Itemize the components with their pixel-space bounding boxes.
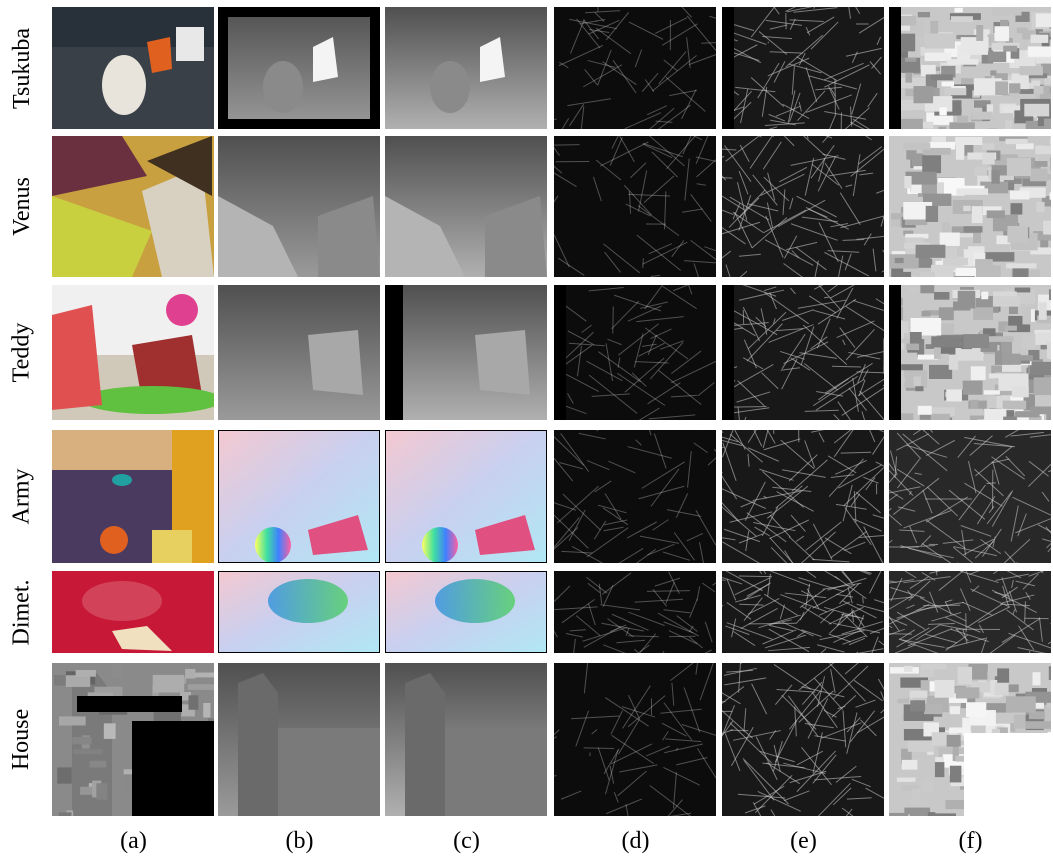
panel-image [889, 7, 1051, 129]
panel-image [554, 571, 716, 653]
error-map-panel-house [554, 663, 716, 816]
error-map-panel-dimet [554, 571, 716, 653]
panel-image [218, 663, 380, 816]
estimate-panel-tsukuba [385, 7, 547, 129]
row-label-text: Dimet. [8, 579, 35, 645]
row-label-text: Tsukuba [8, 27, 35, 109]
panel-image [385, 285, 547, 420]
error-map-panel-house [889, 663, 1051, 816]
column-label: (e) [790, 828, 817, 854]
error-map-panel-venus [889, 136, 1051, 277]
row-label-teddy: Teddy [0, 285, 44, 420]
panel-image [554, 136, 716, 277]
panel-image [385, 136, 547, 277]
input-image-panel-teddy [52, 285, 214, 420]
error-map-panel-teddy [722, 285, 884, 420]
panel-image [889, 430, 1051, 563]
panel-image [52, 430, 214, 563]
error-map-panel-tsukuba [722, 7, 884, 129]
row-label-venus: Venus [0, 136, 44, 277]
panel-image [385, 7, 547, 129]
row-label-dimet: Dimet. [0, 571, 44, 653]
panel-image [218, 571, 380, 653]
row-label-text: Venus [8, 177, 35, 236]
panel-image [385, 571, 547, 653]
row-label-house: House [0, 663, 44, 816]
input-image-panel-dimet [52, 571, 214, 653]
row-label-tsukuba: Tsukuba [0, 7, 44, 129]
panel-image [889, 571, 1051, 653]
estimate-panel-venus [385, 136, 547, 277]
input-image-panel-venus [52, 136, 214, 277]
panel-image [722, 663, 884, 816]
panel-image [554, 285, 716, 420]
column-label: (d) [621, 828, 650, 854]
panel-image [722, 430, 884, 563]
panel-image [52, 571, 214, 653]
row-label-army: Army [0, 430, 44, 563]
estimate-panel-army [385, 430, 547, 563]
column-label: (b) [285, 828, 314, 854]
estimate-panel-teddy [385, 285, 547, 420]
row-label-text: Army [8, 468, 35, 525]
ground-truth-panel-dimet [218, 571, 380, 653]
input-image-panel-army [52, 430, 214, 563]
panel-image [218, 7, 380, 129]
error-map-panel-army [554, 430, 716, 563]
error-map-panel-tsukuba [554, 7, 716, 129]
estimate-panel-dimet [385, 571, 547, 653]
column-label: (a) [120, 828, 147, 854]
panel-image [722, 285, 884, 420]
error-map-panel-dimet [889, 571, 1051, 653]
panel-image [52, 7, 214, 129]
panel-image [218, 136, 380, 277]
ground-truth-panel-tsukuba [218, 7, 380, 129]
panel-image [554, 7, 716, 129]
column-label: (c) [453, 828, 480, 854]
estimate-panel-house [385, 663, 547, 816]
ground-truth-panel-venus [218, 136, 380, 277]
panel-image [52, 136, 214, 277]
column-label: (f) [958, 828, 983, 854]
panel-image [889, 285, 1051, 420]
panel-image [52, 285, 214, 420]
error-map-panel-teddy [889, 285, 1051, 420]
panel-image [52, 663, 214, 816]
panel-image [218, 430, 380, 563]
row-label-text: House [8, 708, 35, 771]
input-image-panel-house [52, 663, 214, 816]
ground-truth-panel-army [218, 430, 380, 563]
panel-image [554, 430, 716, 563]
error-map-panel-army [722, 430, 884, 563]
panel-image [722, 7, 884, 129]
panel-image [554, 663, 716, 816]
panel-image [218, 285, 380, 420]
error-map-panel-tsukuba [889, 7, 1051, 129]
error-map-panel-house [722, 663, 884, 816]
error-map-panel-venus [722, 136, 884, 277]
panel-image [385, 663, 547, 816]
panel-image [385, 430, 547, 563]
error-map-panel-teddy [554, 285, 716, 420]
panel-image [722, 571, 884, 653]
error-map-panel-dimet [722, 571, 884, 653]
panel-image [722, 136, 884, 277]
error-map-panel-venus [554, 136, 716, 277]
ground-truth-panel-teddy [218, 285, 380, 420]
panel-image [889, 136, 1051, 277]
row-label-text: Teddy [8, 322, 35, 383]
ground-truth-panel-house [218, 663, 380, 816]
panel-image [889, 663, 1051, 816]
input-image-panel-tsukuba [52, 7, 214, 129]
error-map-panel-army [889, 430, 1051, 563]
